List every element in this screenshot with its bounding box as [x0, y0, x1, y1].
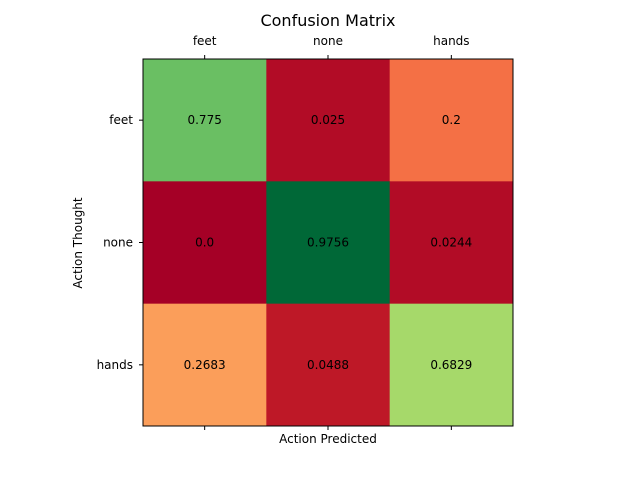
- y-tick-label: hands: [97, 358, 133, 372]
- y-tick-label: none: [103, 236, 133, 250]
- heatmap-cell: [389, 303, 514, 427]
- heatmap-cell: [389, 181, 514, 305]
- heatmap-cell: [143, 59, 267, 182]
- heatmap-cell: [266, 303, 391, 427]
- heatmap-cell: [143, 303, 267, 427]
- heatmap-cells: [143, 59, 514, 427]
- x-axis-label: Action Predicted: [279, 432, 377, 446]
- chart-title: Confusion Matrix: [260, 11, 395, 30]
- heatmap-cell: [266, 181, 391, 305]
- y-tick-label: feet: [109, 113, 133, 127]
- cell-value-label: 0.0244: [430, 236, 472, 250]
- x-tick-label: hands: [433, 34, 469, 48]
- cell-value-label: 0.0: [195, 236, 214, 250]
- cell-value-label: 0.2683: [184, 358, 226, 372]
- cell-value-label: 0.775: [187, 113, 221, 127]
- cell-value-label: 0.9756: [307, 236, 349, 250]
- cell-value-label: 0.2: [442, 113, 461, 127]
- heatmap-cell: [389, 59, 514, 182]
- cell-value-label: 0.6829: [430, 358, 472, 372]
- y-axis-ticks: feet none hands: [97, 113, 143, 372]
- x-tick-label: feet: [193, 34, 217, 48]
- heatmap-cell-labels: 0.775 0.025 0.2 0.0 0.9756 0.0244 0.2683 0.0488…: [184, 113, 473, 372]
- y-axis-label: Action Thought: [71, 197, 85, 289]
- cell-value-label: 0.025: [311, 113, 345, 127]
- heatmap-cell: [266, 59, 391, 182]
- x-tick-label: none: [313, 34, 343, 48]
- x-axis-ticks: feet none hands: [193, 34, 470, 430]
- cell-value-label: 0.0488: [307, 358, 349, 372]
- heatmap-cell: [143, 181, 267, 305]
